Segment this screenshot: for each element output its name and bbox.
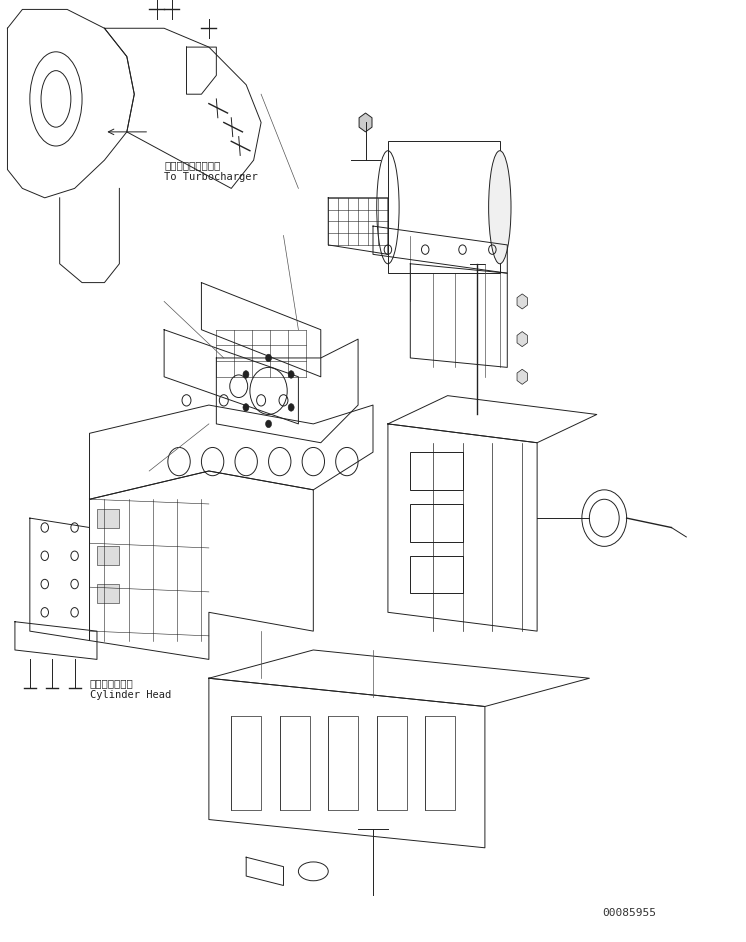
Bar <box>377 716 407 810</box>
Circle shape <box>288 404 294 412</box>
Bar <box>280 716 310 810</box>
Circle shape <box>243 371 249 379</box>
Bar <box>231 716 261 810</box>
Text: ターボチャージャヘ
To Turbocharger: ターボチャージャヘ To Turbocharger <box>164 160 258 182</box>
Bar <box>97 546 119 565</box>
Bar <box>410 556 463 593</box>
Circle shape <box>266 354 272 362</box>
Bar <box>388 141 500 273</box>
Circle shape <box>288 371 294 379</box>
Bar <box>97 584 119 603</box>
Bar <box>410 504 463 542</box>
Ellipse shape <box>489 151 511 264</box>
Text: 00085955: 00085955 <box>603 908 656 918</box>
Bar <box>97 509 119 528</box>
Bar <box>410 452 463 490</box>
Bar <box>425 716 455 810</box>
Circle shape <box>266 420 272 428</box>
Circle shape <box>243 403 249 411</box>
Text: シリンダヘッド
Cylinder Head: シリンダヘッド Cylinder Head <box>90 678 171 700</box>
Bar <box>328 716 358 810</box>
